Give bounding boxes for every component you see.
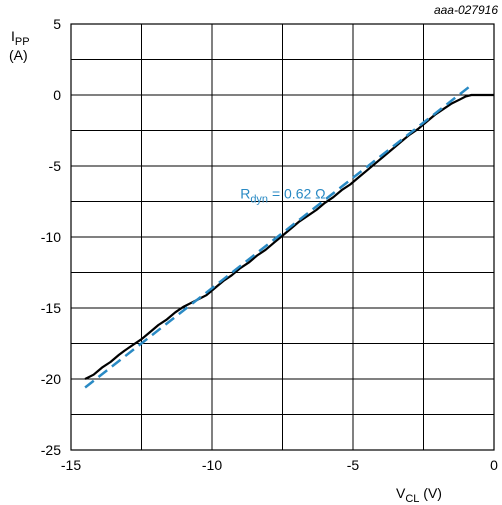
x-tick-label-2: -5 <box>347 457 360 473</box>
x-tick-label-3: 0 <box>490 457 498 473</box>
rdyn-annotation-rest: = 0.62 Ω <box>268 186 326 202</box>
y-axis-title: IPP <box>11 28 30 48</box>
y-tick-label-1: 0 <box>53 87 61 103</box>
x-axis-title-unit: (V) <box>419 485 442 501</box>
axes <box>70 23 495 451</box>
y-axis-unit: (A) <box>9 47 28 63</box>
x-tick-label-1: -10 <box>202 457 222 473</box>
y-axis-title-main: I <box>11 28 15 44</box>
tick-labels: -15 -10 -5 0 5 0 -5 -10 -15 -20 -25 <box>41 16 498 473</box>
y-tick-label-3: -10 <box>41 229 61 245</box>
x-axis-title-sub: CL <box>405 493 419 505</box>
rdyn-annotation-sub: dyn <box>250 194 268 206</box>
y-tick-label-2: -5 <box>49 158 62 174</box>
x-tick-label-0: -15 <box>61 457 81 473</box>
plot-area <box>84 84 494 389</box>
y-tick-label-4: -15 <box>41 300 61 316</box>
y-axis-title-sub: PP <box>15 36 30 48</box>
rdyn-annotation-main: R <box>240 186 250 202</box>
y-tick-label-5: -20 <box>41 371 61 387</box>
y-tick-label-6: -25 <box>41 442 61 458</box>
figure-code: aaa-027916 <box>434 3 498 17</box>
y-tick-label-0: 5 <box>53 16 61 32</box>
x-axis-title-main: V <box>396 485 406 501</box>
x-axis-title: VCL (V) <box>396 485 442 505</box>
fit-line <box>84 84 473 389</box>
measured-curve <box>84 93 494 380</box>
plot-frame <box>70 23 495 451</box>
rdyn-annotation: Rdyn = 0.62 Ω <box>240 186 325 206</box>
